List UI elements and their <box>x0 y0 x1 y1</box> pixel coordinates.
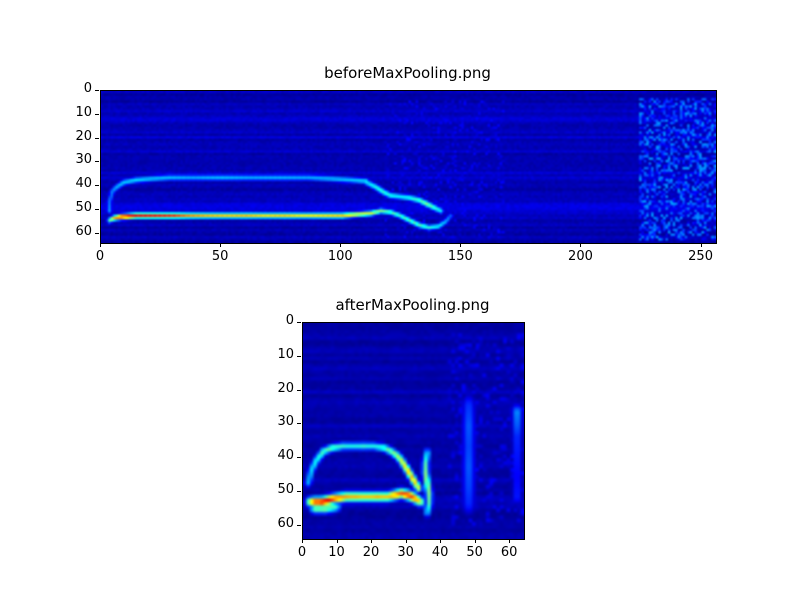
x-tick-label: 150 <box>447 249 473 264</box>
y-tick-mark <box>297 389 301 391</box>
x-tick-label: 0 <box>297 545 307 560</box>
x-tick-label: 50 <box>466 545 483 560</box>
y-tick-mark <box>297 524 301 526</box>
x-tick-mark <box>700 243 702 247</box>
x-tick-mark <box>336 539 338 543</box>
y-tick-mark <box>95 185 99 186</box>
y-tick-label: 10 <box>277 346 294 362</box>
x-tick-label: 100 <box>327 249 353 264</box>
x-tick-mark <box>220 243 222 247</box>
x-tick-label: 200 <box>568 249 593 264</box>
x-tick-mark <box>509 539 511 543</box>
y-tick-label: 0 <box>83 81 92 96</box>
y-tick-label: 40 <box>75 176 92 191</box>
y-tick-label: 20 <box>277 380 294 396</box>
x-tick-mark <box>474 539 476 543</box>
y-tick-mark <box>297 423 301 425</box>
chart-title-before: beforeMaxPooling.png <box>324 64 491 82</box>
x-tick-label: 250 <box>688 249 713 264</box>
heatmap-after-canvas <box>302 322 525 540</box>
y-tick-mark <box>95 90 99 91</box>
x-tick-mark <box>340 243 342 247</box>
y-tick-label: 0 <box>285 313 294 328</box>
y-tick-label: 30 <box>75 152 92 168</box>
x-tick-label: 10 <box>328 545 345 560</box>
y-tick-mark <box>95 161 99 163</box>
y-tick-mark <box>297 457 301 458</box>
x-tick-mark <box>302 539 303 543</box>
heatmap-before-canvas <box>100 90 717 244</box>
y-tick-label: 30 <box>277 414 294 430</box>
x-tick-label: 50 <box>211 249 229 264</box>
x-tick-mark <box>405 539 407 543</box>
y-tick-mark <box>297 490 301 492</box>
x-tick-mark <box>460 243 462 247</box>
y-tick-mark <box>95 113 99 115</box>
x-tick-label: 40 <box>431 545 449 560</box>
y-tick-mark <box>95 137 99 139</box>
y-tick-label: 10 <box>75 104 92 120</box>
x-tick-mark <box>580 243 582 247</box>
y-tick-label: 60 <box>75 223 92 239</box>
x-tick-label: 60 <box>500 545 518 560</box>
y-tick-label: 50 <box>277 481 294 497</box>
y-tick-label: 20 <box>75 128 92 144</box>
y-tick-mark <box>297 355 301 357</box>
y-tick-mark <box>95 208 99 210</box>
y-tick-label: 50 <box>75 199 92 215</box>
y-tick-label: 40 <box>277 448 294 463</box>
x-tick-label: 30 <box>397 545 414 560</box>
chart-title-after: afterMaxPooling.png <box>335 296 490 314</box>
x-tick-mark <box>371 539 373 543</box>
x-tick-mark <box>440 539 442 543</box>
y-tick-mark <box>297 322 301 323</box>
x-tick-mark <box>100 243 101 247</box>
y-tick-mark <box>95 232 99 234</box>
x-tick-label: 0 <box>95 249 105 264</box>
x-tick-label: 20 <box>362 545 380 560</box>
y-tick-label: 60 <box>277 515 294 531</box>
